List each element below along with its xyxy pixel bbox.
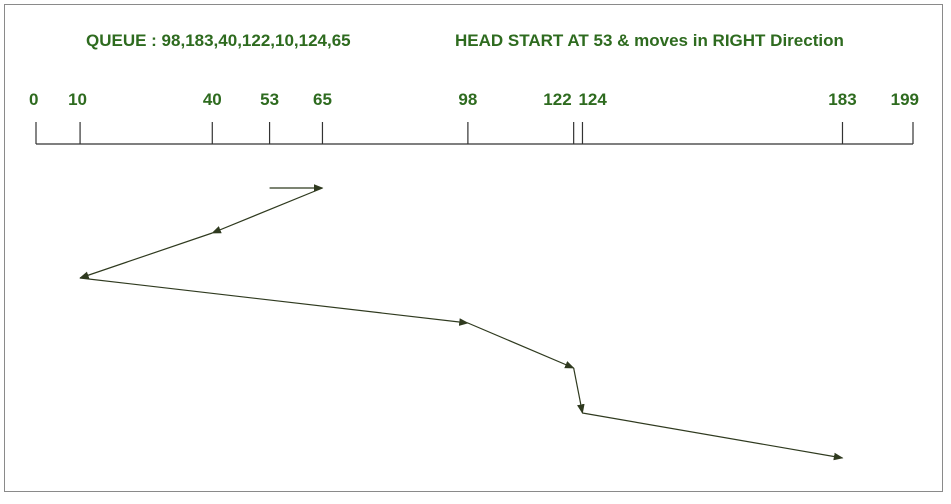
tick-label-122: 122 bbox=[543, 90, 571, 109]
movement-segment-65-to-40 bbox=[212, 188, 322, 233]
tick-label-183: 183 bbox=[828, 90, 856, 109]
tick-label-40: 40 bbox=[203, 90, 222, 109]
movement-segment-98-to-122 bbox=[468, 323, 574, 368]
track-tick-labels: 0 10 40 53 65 98 122 124 183 199 bbox=[29, 90, 919, 109]
tick-label-53: 53 bbox=[260, 90, 279, 109]
movement-segment-124-to-183 bbox=[582, 413, 842, 458]
movement-segment-40-to-10 bbox=[80, 233, 212, 278]
track-axis bbox=[36, 122, 913, 144]
head-movement-path bbox=[80, 188, 842, 458]
movement-segment-10-to-98 bbox=[80, 278, 468, 323]
tick-label-199: 199 bbox=[891, 90, 919, 109]
tick-label-65: 65 bbox=[313, 90, 332, 109]
movement-segment-122-to-124 bbox=[574, 368, 583, 413]
tick-label-124: 124 bbox=[578, 90, 607, 109]
tick-label-10: 10 bbox=[68, 90, 87, 109]
tick-label-98: 98 bbox=[458, 90, 477, 109]
tick-label-0: 0 bbox=[29, 90, 38, 109]
